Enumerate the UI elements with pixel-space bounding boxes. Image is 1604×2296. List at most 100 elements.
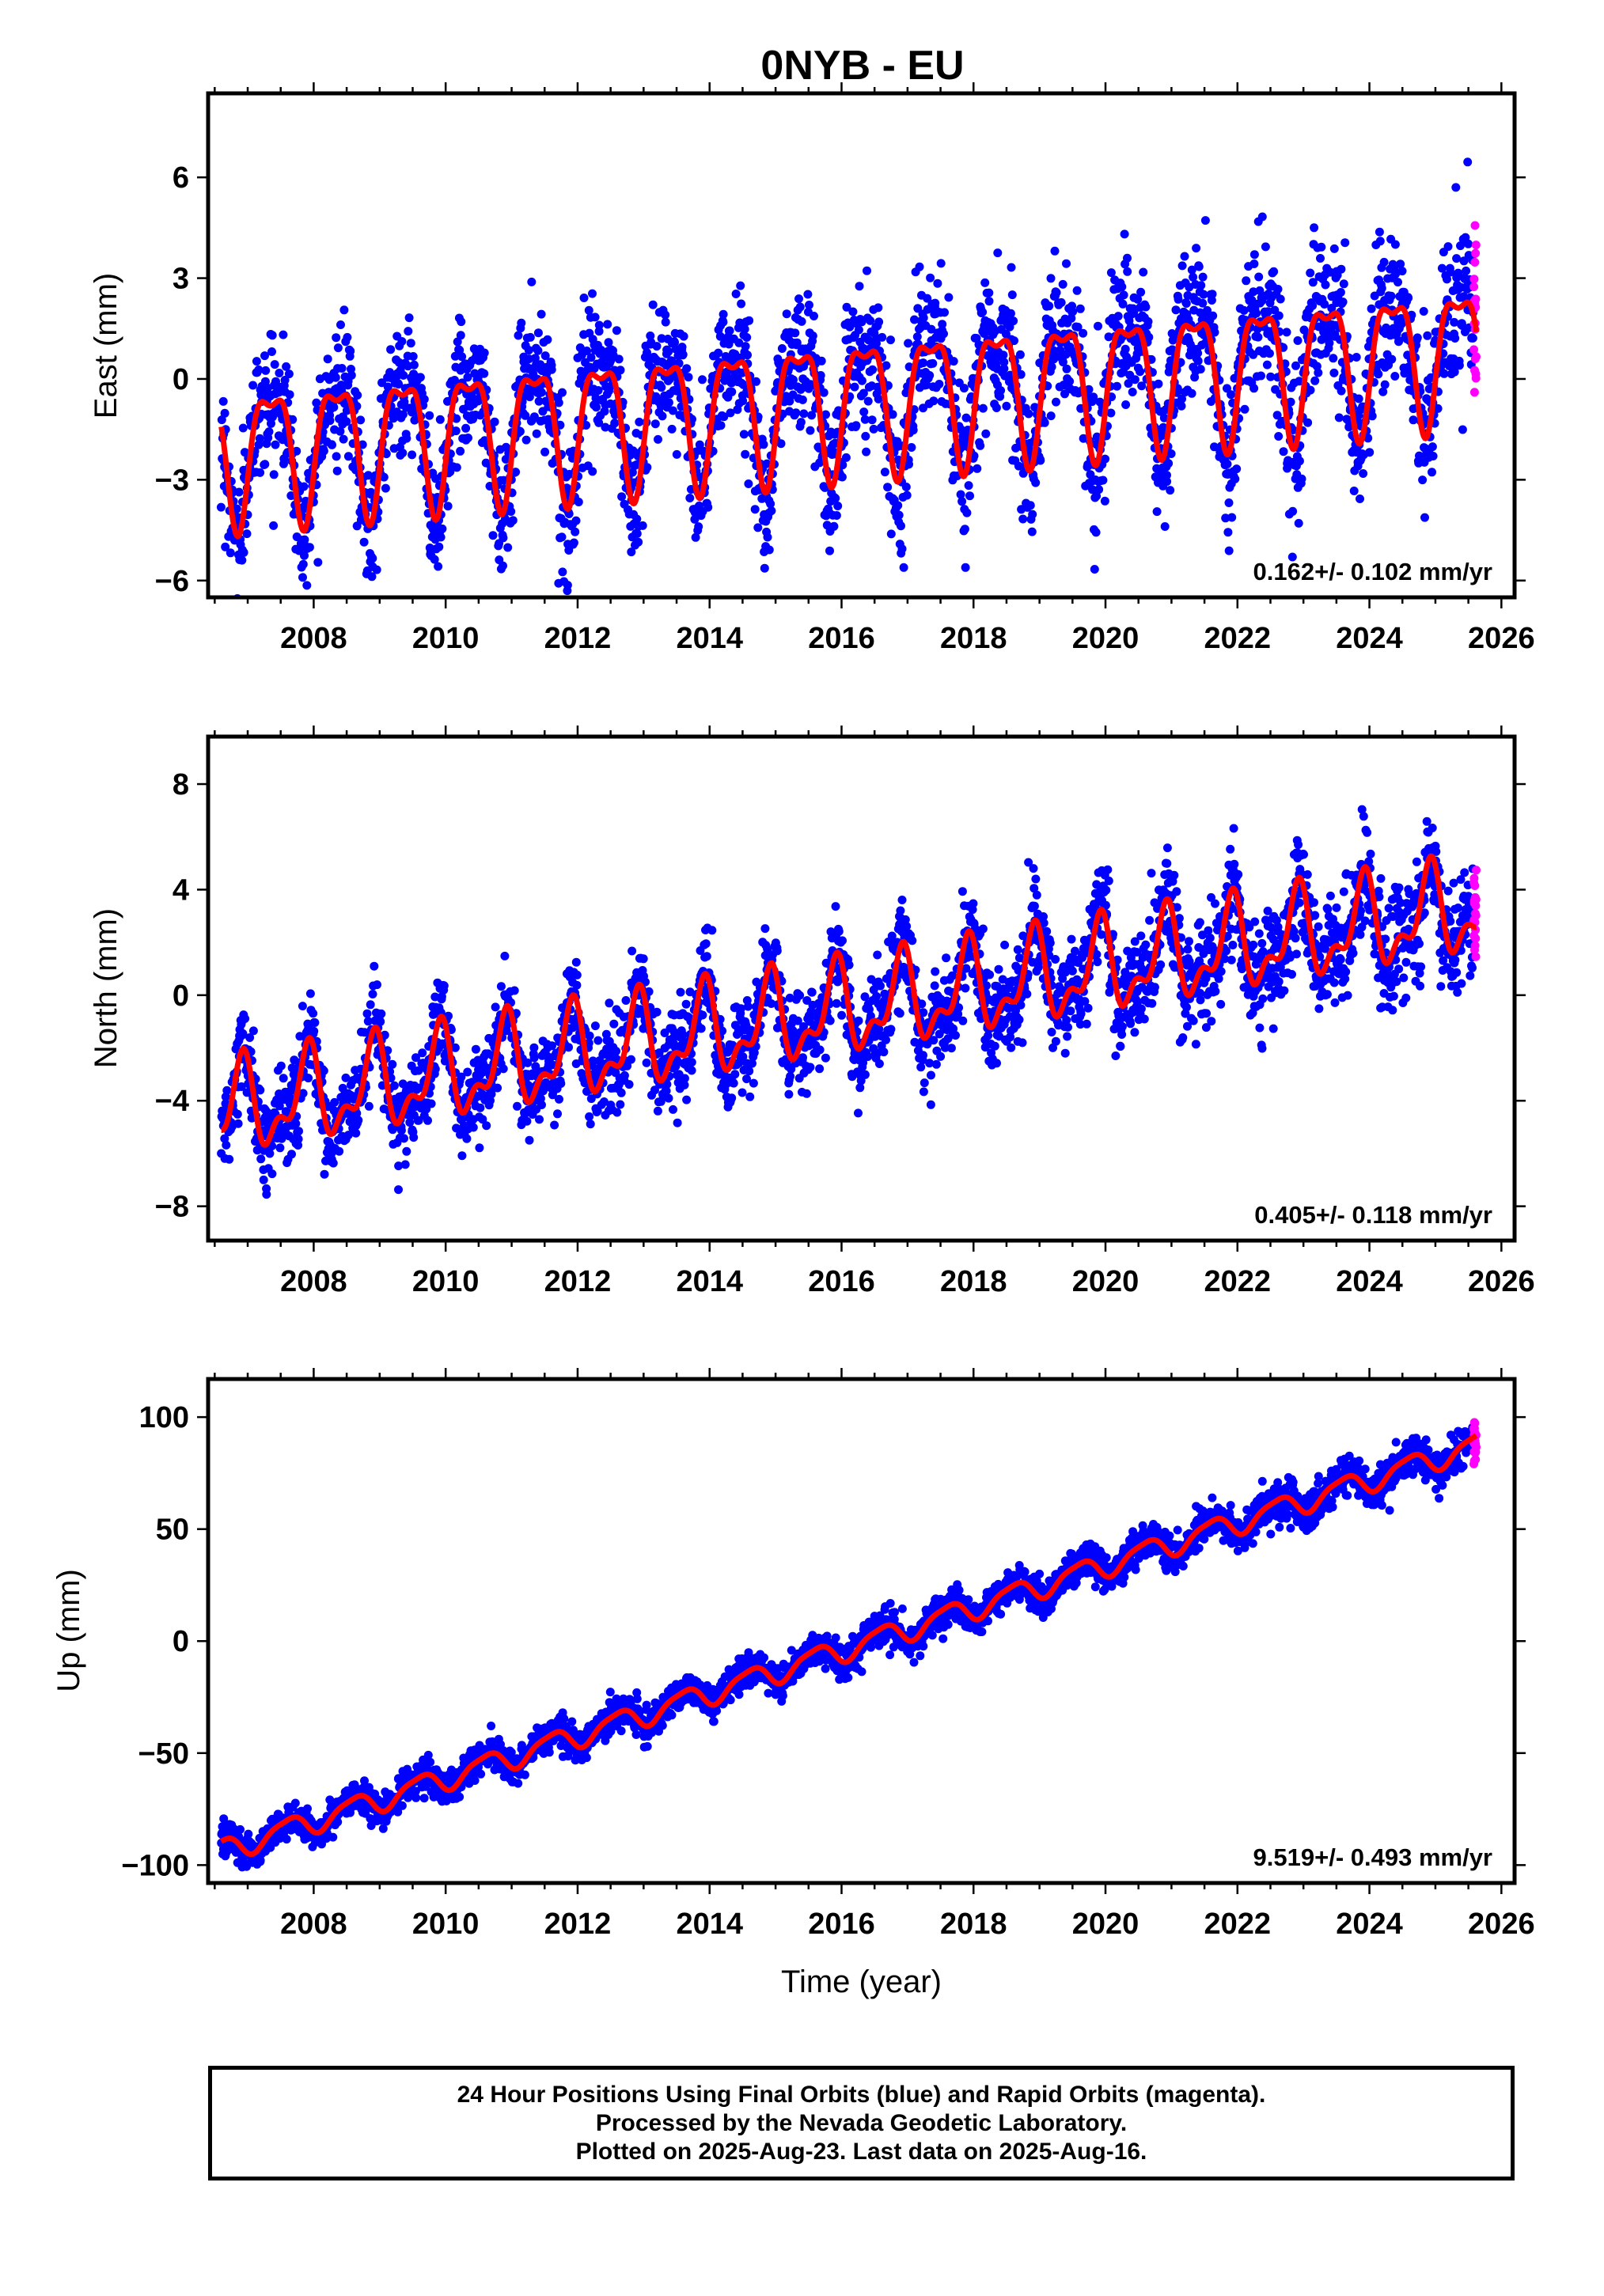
final-orbit-point xyxy=(1312,362,1321,371)
final-orbit-point xyxy=(225,1154,234,1164)
final-orbit-point xyxy=(242,529,252,539)
x-tick-label: 2016 xyxy=(808,622,875,655)
final-orbit-point xyxy=(1094,321,1102,331)
final-orbit-point xyxy=(366,1000,375,1010)
final-orbit-point xyxy=(400,1134,408,1143)
final-orbit-point xyxy=(309,1009,318,1018)
final-orbit-point xyxy=(1198,298,1208,308)
final-orbit-point xyxy=(434,542,444,551)
final-orbit-point xyxy=(1265,349,1274,358)
final-orbit-point xyxy=(1171,305,1181,315)
final-orbit-point xyxy=(933,278,942,288)
final-orbit-point xyxy=(652,1007,662,1017)
final-orbit-point xyxy=(899,563,908,572)
final-orbit-point xyxy=(1015,350,1025,359)
final-orbit-point xyxy=(1295,377,1304,386)
final-orbit-point xyxy=(572,980,582,990)
final-orbit-point xyxy=(1047,362,1056,372)
final-orbit-point xyxy=(1221,513,1230,523)
final-orbit-point xyxy=(1208,290,1217,299)
final-orbit-point xyxy=(627,1055,635,1064)
final-orbit-point xyxy=(1308,301,1318,310)
final-orbit-point xyxy=(396,1126,406,1135)
final-orbit-point xyxy=(614,354,624,364)
final-orbit-point xyxy=(772,946,782,956)
final-orbit-point xyxy=(962,508,972,517)
final-orbit-point xyxy=(1157,431,1166,441)
y-tick-label: −3 xyxy=(155,464,189,497)
final-orbit-point xyxy=(854,1016,863,1025)
final-orbit-point xyxy=(1249,384,1259,393)
final-orbit-point xyxy=(1336,288,1345,297)
final-orbit-point xyxy=(521,411,530,420)
final-orbit-point xyxy=(584,305,593,315)
final-orbit-point xyxy=(343,452,353,461)
final-orbit-point xyxy=(409,1133,419,1142)
final-orbit-point xyxy=(354,1116,363,1125)
final-orbit-point xyxy=(817,356,826,366)
final-orbit-point xyxy=(880,468,889,477)
final-orbit-point xyxy=(727,1093,737,1103)
final-orbit-point xyxy=(245,1033,255,1042)
final-orbit-point xyxy=(1030,403,1040,412)
rapid-orbit-point xyxy=(1471,294,1481,304)
final-orbit-point xyxy=(744,479,753,488)
final-orbit-point xyxy=(1045,301,1054,311)
final-orbit-point xyxy=(557,532,567,542)
final-orbit-point xyxy=(377,378,387,388)
final-orbit-point xyxy=(672,449,681,459)
final-orbit-point xyxy=(1075,304,1085,313)
final-orbit-point xyxy=(860,415,870,424)
final-orbit-point xyxy=(400,1160,410,1169)
final-orbit-point xyxy=(582,421,591,430)
final-orbit-point xyxy=(926,273,935,282)
final-orbit-point xyxy=(682,364,692,373)
final-orbit-point xyxy=(556,1079,566,1088)
final-orbit-point xyxy=(854,325,863,335)
final-orbit-point xyxy=(603,320,612,329)
final-orbit-point xyxy=(842,302,851,312)
final-orbit-point xyxy=(1428,468,1436,477)
final-orbit-point xyxy=(730,1070,740,1079)
final-orbit-point xyxy=(527,277,537,286)
final-orbit-point xyxy=(282,362,291,371)
final-orbit-point xyxy=(267,1169,277,1179)
final-orbit-point xyxy=(276,1061,286,1070)
final-orbit-point xyxy=(978,404,988,413)
final-orbit-point xyxy=(372,565,381,574)
x-tick-label: 2010 xyxy=(412,622,480,655)
final-orbit-point xyxy=(863,396,873,406)
final-orbit-point xyxy=(657,334,666,343)
final-orbit-point xyxy=(1337,386,1346,396)
final-orbit-point xyxy=(222,1140,231,1150)
final-orbit-point xyxy=(593,386,603,395)
final-orbit-point xyxy=(1028,510,1037,519)
final-orbit-point xyxy=(861,431,870,441)
final-orbit-point xyxy=(883,483,893,492)
final-orbit-point xyxy=(726,408,735,418)
final-orbit-point xyxy=(1128,388,1137,396)
final-orbit-point xyxy=(714,348,723,358)
final-orbit-point xyxy=(750,505,760,514)
final-orbit-point xyxy=(1094,485,1104,494)
final-orbit-point xyxy=(1356,494,1364,503)
final-orbit-point xyxy=(346,347,355,356)
final-orbit-point xyxy=(252,357,261,366)
final-orbit-point xyxy=(798,1053,807,1063)
final-orbit-point xyxy=(1046,274,1056,283)
final-orbit-point xyxy=(845,322,855,332)
final-orbit-point xyxy=(304,1074,313,1083)
final-orbit-point xyxy=(740,324,749,334)
final-orbit-point xyxy=(627,547,636,557)
final-orbit-point xyxy=(537,1101,546,1109)
final-orbit-point xyxy=(922,381,931,389)
final-orbit-point xyxy=(280,376,290,385)
final-orbit-point xyxy=(351,1128,361,1138)
final-orbit-point xyxy=(658,411,667,421)
final-orbit-point xyxy=(752,377,760,386)
final-orbit-point xyxy=(457,1151,467,1161)
final-orbit-point xyxy=(1461,233,1470,242)
final-orbit-point xyxy=(1276,294,1285,304)
final-orbit-point xyxy=(379,472,389,482)
